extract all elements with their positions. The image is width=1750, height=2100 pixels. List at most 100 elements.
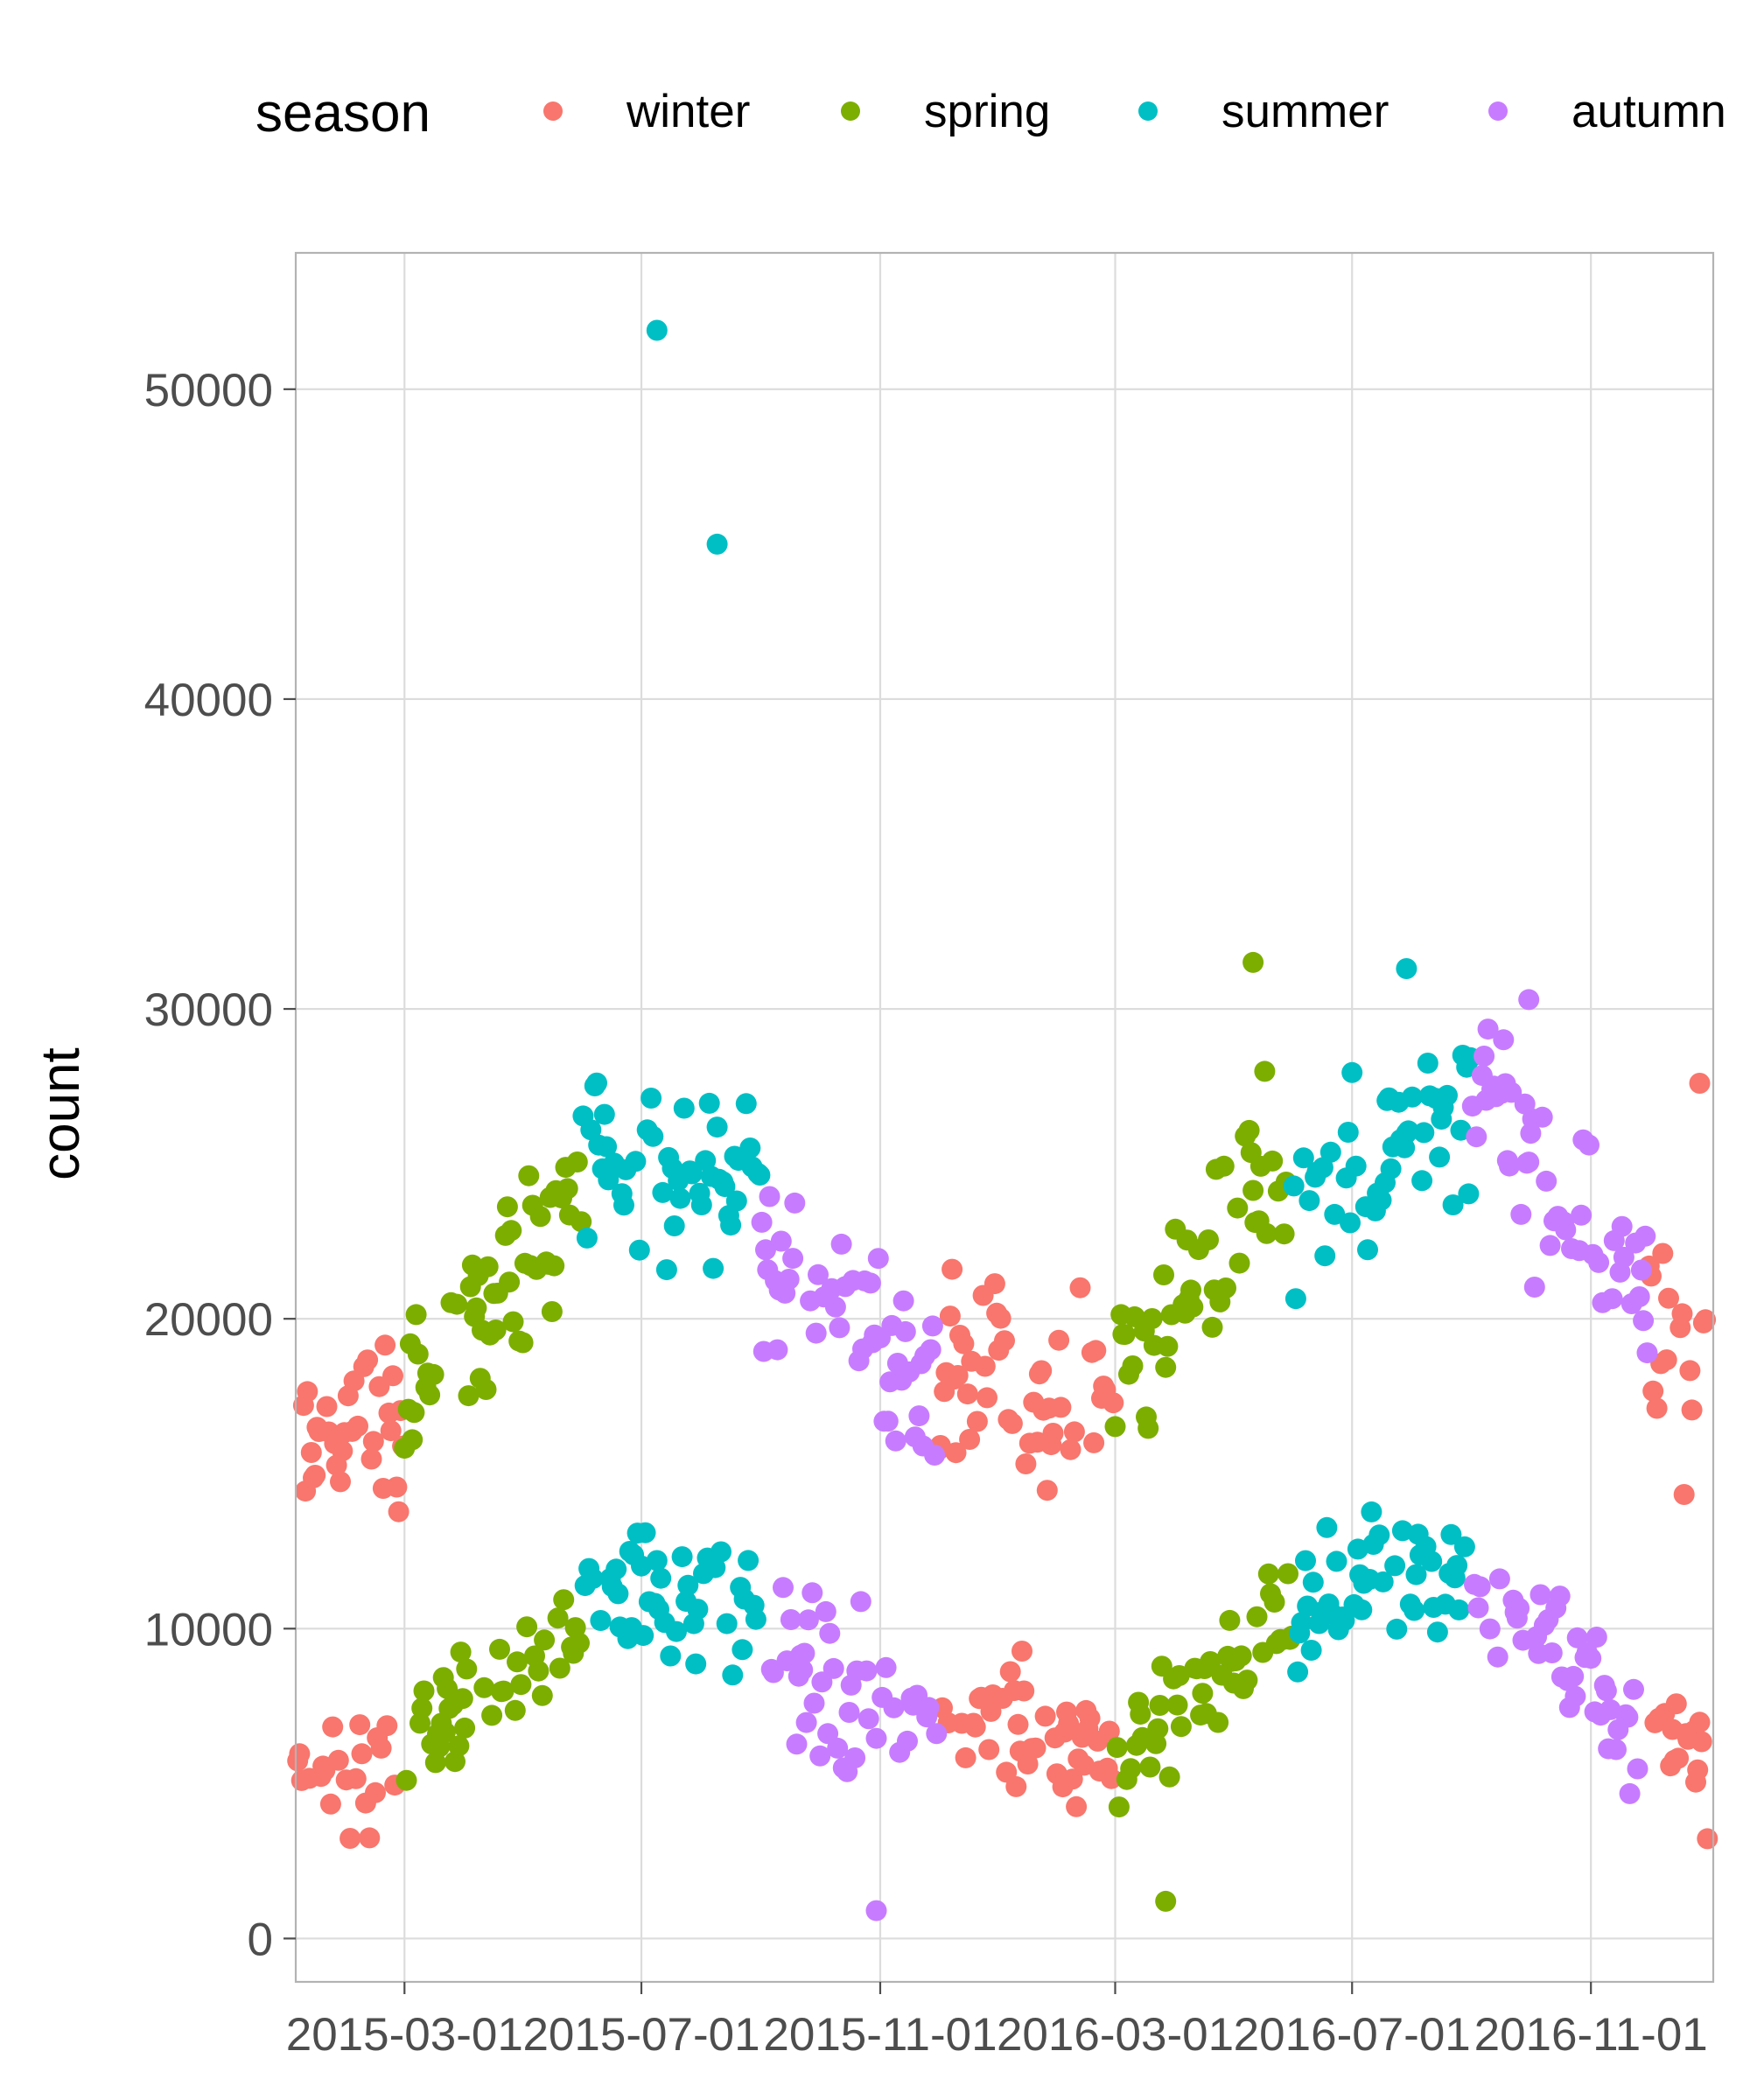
point-summer-402 — [652, 1181, 674, 1203]
point-spring-253 — [541, 1301, 563, 1322]
point-autumn-635 — [926, 1723, 948, 1745]
point-spring-292 — [1149, 1695, 1171, 1716]
point-winter-128 — [1069, 1277, 1091, 1298]
point-summer-379 — [607, 1583, 629, 1605]
y-tick-label: 50000 — [144, 365, 273, 416]
point-summer-470 — [1316, 1516, 1338, 1538]
point-summer-404 — [655, 1259, 677, 1281]
point-summer-411 — [669, 1187, 691, 1209]
point-winter-74 — [964, 1716, 986, 1738]
point-spring-268 — [570, 1211, 592, 1233]
point-summer-537 — [1446, 1555, 1468, 1577]
point-autumn-723 — [1630, 1259, 1652, 1281]
point-winter-168 — [1681, 1399, 1703, 1421]
y-axis: 0 10000 20000 30000 40000 50000 — [144, 365, 296, 1965]
point-winter-161 — [1668, 1747, 1690, 1769]
point-spring-235 — [507, 1651, 528, 1673]
point-summer-424 — [695, 1150, 717, 1172]
point-winter-52 — [388, 1501, 410, 1522]
point-autumn-696 — [1578, 1134, 1600, 1156]
point-summer-438 — [722, 1664, 744, 1686]
point-winter-51 — [386, 1476, 408, 1498]
point-winter-163 — [1671, 1303, 1693, 1325]
point-autumn-582 — [822, 1657, 844, 1679]
point-winter-31 — [347, 1415, 368, 1437]
point-spring-259 — [553, 1589, 575, 1611]
point-autumn-652 — [1493, 1029, 1515, 1051]
point-summer-382 — [613, 1194, 634, 1216]
point-summer-520 — [1413, 1122, 1435, 1144]
point-summer-426 — [698, 1092, 720, 1114]
point-summer-538 — [1448, 1599, 1470, 1620]
point-winter-171 — [1687, 1759, 1709, 1781]
point-winter-32 — [349, 1714, 371, 1736]
point-spring-256 — [547, 1607, 569, 1629]
point-spring-208 — [454, 1717, 476, 1739]
point-spring-237 — [510, 1674, 532, 1696]
point-winter-18 — [322, 1716, 344, 1738]
legend-label-summer: summer — [1222, 86, 1389, 137]
point-spring-326 — [1215, 1278, 1236, 1298]
point-summer-396 — [640, 1088, 662, 1109]
point-spring-334 — [1230, 1645, 1252, 1667]
point-autumn-724 — [1633, 1310, 1655, 1332]
point-summer-417 — [681, 1163, 703, 1185]
point-spring-183 — [405, 1304, 427, 1326]
point-summer-368 — [586, 1072, 607, 1094]
point-spring-282 — [1130, 1704, 1152, 1726]
point-winter-173 — [1690, 1731, 1712, 1753]
legend-key-summer — [1138, 102, 1158, 121]
point-summer-393 — [634, 1522, 656, 1544]
point-winter-172 — [1689, 1712, 1711, 1733]
point-autumn-619 — [894, 1320, 916, 1342]
point-winter-49 — [382, 1365, 403, 1387]
point-spring-248 — [531, 1684, 553, 1706]
point-winter-69 — [955, 1746, 976, 1768]
point-summer-401 — [650, 1567, 672, 1589]
point-autumn-632 — [920, 1339, 942, 1361]
point-winter-153 — [1652, 1242, 1674, 1264]
point-summer-534 — [1440, 1523, 1462, 1545]
point-winter-105 — [1025, 1737, 1046, 1759]
point-spring-249 — [534, 1629, 556, 1651]
point-autumn-547 — [755, 1239, 776, 1261]
point-autumn-655 — [1499, 1155, 1520, 1177]
point-spring-203 — [444, 1751, 466, 1773]
legend-title: season — [256, 83, 430, 144]
point-autumn-726 — [1636, 1342, 1658, 1364]
plot-panel-border — [294, 251, 1715, 1984]
point-winter-99 — [1013, 1680, 1035, 1702]
point-spring-269 — [1104, 1416, 1126, 1438]
legend-key-winter — [543, 102, 563, 121]
point-autumn-638 — [1466, 1126, 1488, 1148]
point-spring-247 — [529, 1206, 551, 1228]
point-summer-397 — [642, 1125, 664, 1147]
point-summer-481 — [1337, 1122, 1359, 1143]
point-winter-144 — [1101, 1768, 1123, 1789]
point-autumn-681 — [1549, 1586, 1571, 1607]
point-summer-730 — [1396, 958, 1418, 979]
point-spring-184 — [407, 1343, 429, 1365]
point-summer-503 — [1380, 1158, 1402, 1180]
point-autumn-731 — [1518, 989, 1540, 1011]
point-autumn-586 — [830, 1233, 852, 1255]
point-spring-240 — [516, 1616, 538, 1638]
point-summer-519 — [1411, 1170, 1433, 1192]
point-spring-266 — [566, 1152, 588, 1172]
point-autumn-644 — [1477, 1018, 1499, 1040]
point-spring-187 — [413, 1680, 435, 1702]
point-summer-432 — [710, 1541, 732, 1563]
point-winter-111 — [1036, 1480, 1058, 1502]
point-winter-108 — [1031, 1360, 1053, 1382]
point-summer-408 — [663, 1215, 685, 1236]
point-spring-301 — [1166, 1694, 1188, 1716]
point-autumn-585 — [829, 1317, 850, 1339]
point-spring-348 — [1257, 1563, 1279, 1585]
point-spring-261 — [556, 1178, 578, 1200]
point-autumn-710 — [1606, 1739, 1627, 1760]
point-winter-123 — [1060, 1438, 1082, 1460]
point-autumn-549 — [759, 1186, 780, 1208]
point-summer-499 — [1372, 1571, 1394, 1592]
point-spring-246 — [528, 1660, 550, 1682]
point-winter-81 — [978, 1739, 1000, 1760]
